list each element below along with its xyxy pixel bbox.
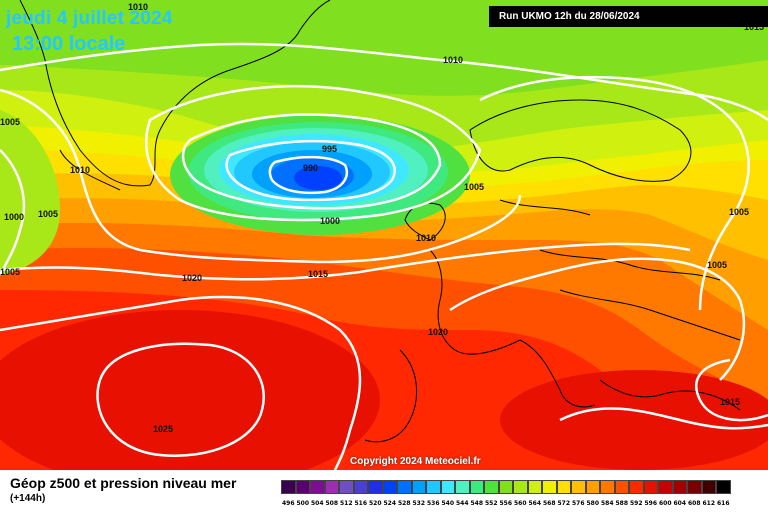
color-tick-label: 616 (716, 500, 730, 507)
color-swatch (716, 480, 731, 494)
color-swatch (498, 480, 513, 494)
color-tick-label: 564 (528, 500, 542, 507)
isobar-label: 1020 (182, 273, 202, 283)
color-tick-label: 532 (412, 500, 426, 507)
isobar-label: 1005 (0, 267, 20, 277)
color-swatch (643, 480, 658, 494)
color-scale (281, 480, 731, 494)
color-tick-label: 568 (542, 500, 556, 507)
color-swatch (672, 480, 687, 494)
isobar-label: 1000 (320, 216, 340, 226)
color-swatch (585, 480, 600, 494)
color-swatch (571, 480, 586, 494)
isobar-label: 1005 (464, 182, 484, 192)
color-swatch (339, 480, 354, 494)
color-tick-label: 504 (310, 500, 324, 507)
isobar-label: 1005 (38, 209, 58, 219)
color-swatch (426, 480, 441, 494)
legend-footer: Géop z500 et pression niveau mer (+144h)… (0, 470, 768, 512)
coastlines (19, 0, 741, 443)
isobar-label: 995 (322, 144, 337, 154)
color-tick-label: 500 (296, 500, 310, 507)
color-swatch (542, 480, 557, 494)
isobar-label: 1020 (428, 327, 448, 337)
color-swatch (600, 480, 615, 494)
color-tick-label: 548 (470, 500, 484, 507)
copyright: Copyright 2024 Meteociel.fr (350, 456, 481, 467)
color-swatch (629, 480, 644, 494)
color-tick-label: 596 (644, 500, 658, 507)
color-tick-label: 516 (354, 500, 368, 507)
color-tick-label: 508 (325, 500, 339, 507)
color-swatch (397, 480, 412, 494)
forecast-map: 1010 1010 1015 1010 995 990 1005 1000 10… (0, 0, 768, 470)
color-tick-label: 588 (615, 500, 629, 507)
isobar-label: 1025 (153, 424, 173, 434)
color-tick-label: 572 (557, 500, 571, 507)
color-tick-label: 528 (397, 500, 411, 507)
isobar-label: 1015 (720, 397, 740, 407)
color-tick-label: 600 (658, 500, 672, 507)
color-tick-label: 520 (368, 500, 382, 507)
isobar-label: 1010 (416, 233, 436, 243)
isobar-label: 990 (303, 163, 318, 173)
color-tick-label: 592 (629, 500, 643, 507)
run-info: Run UKMO 12h du 28/06/2024 (489, 6, 768, 27)
legend-subtitle: (+144h) (10, 493, 46, 504)
isobar-label: 1010 (443, 55, 463, 65)
color-swatch (455, 480, 470, 494)
color-swatch (484, 480, 499, 494)
color-tick-label: 576 (571, 500, 585, 507)
color-swatch (701, 480, 716, 494)
color-tick-label: 584 (600, 500, 614, 507)
color-swatch (295, 480, 310, 494)
isobar-label: 1015 (744, 22, 764, 32)
color-swatch (469, 480, 484, 494)
color-tick-label: 512 (339, 500, 353, 507)
color-tick-label: 540 (441, 500, 455, 507)
color-swatch (324, 480, 339, 494)
color-swatch (281, 480, 296, 494)
color-swatch (614, 480, 629, 494)
color-swatch (687, 480, 702, 494)
isobar-label: 1005 (707, 260, 727, 270)
color-tick-label: 560 (513, 500, 527, 507)
isobar-label: 1005 (729, 207, 749, 217)
color-scale-ticks: 496 500 504 508 512 516 520 524 528 532 536 540 544 5… (281, 500, 731, 507)
isobar-label: 1005 (0, 117, 20, 127)
legend-title: Géop z500 et pression niveau mer (10, 475, 237, 491)
color-swatch (440, 480, 455, 494)
color-swatch (527, 480, 542, 494)
color-swatch (310, 480, 325, 494)
color-tick-label: 544 (455, 500, 469, 507)
isobar-label: 1015 (308, 269, 328, 279)
color-tick-label: 552 (484, 500, 498, 507)
color-swatch (353, 480, 368, 494)
isobar-label: 1010 (128, 2, 148, 12)
color-tick-label: 536 (426, 500, 440, 507)
color-tick-label: 524 (383, 500, 397, 507)
color-swatch (658, 480, 673, 494)
color-tick-label: 612 (702, 500, 716, 507)
color-swatch (382, 480, 397, 494)
color-swatch (368, 480, 383, 494)
color-tick-label: 604 (673, 500, 687, 507)
color-swatch (556, 480, 571, 494)
color-tick-label: 556 (499, 500, 513, 507)
color-swatch (411, 480, 426, 494)
isobars (0, 42, 768, 470)
forecast-date: jeudi 4 juillet 2024 (6, 8, 173, 29)
color-tick-label: 580 (586, 500, 600, 507)
isobar-labels: 1010 1010 1015 1010 995 990 1005 1000 10… (0, 2, 764, 434)
forecast-time: 13:00 locale (12, 33, 126, 55)
color-swatch (513, 480, 528, 494)
isobar-label: 1000 (4, 212, 24, 222)
color-tick-label: 496 (281, 500, 295, 507)
color-tick-label: 608 (687, 500, 701, 507)
isobar-label: 1010 (70, 165, 90, 175)
